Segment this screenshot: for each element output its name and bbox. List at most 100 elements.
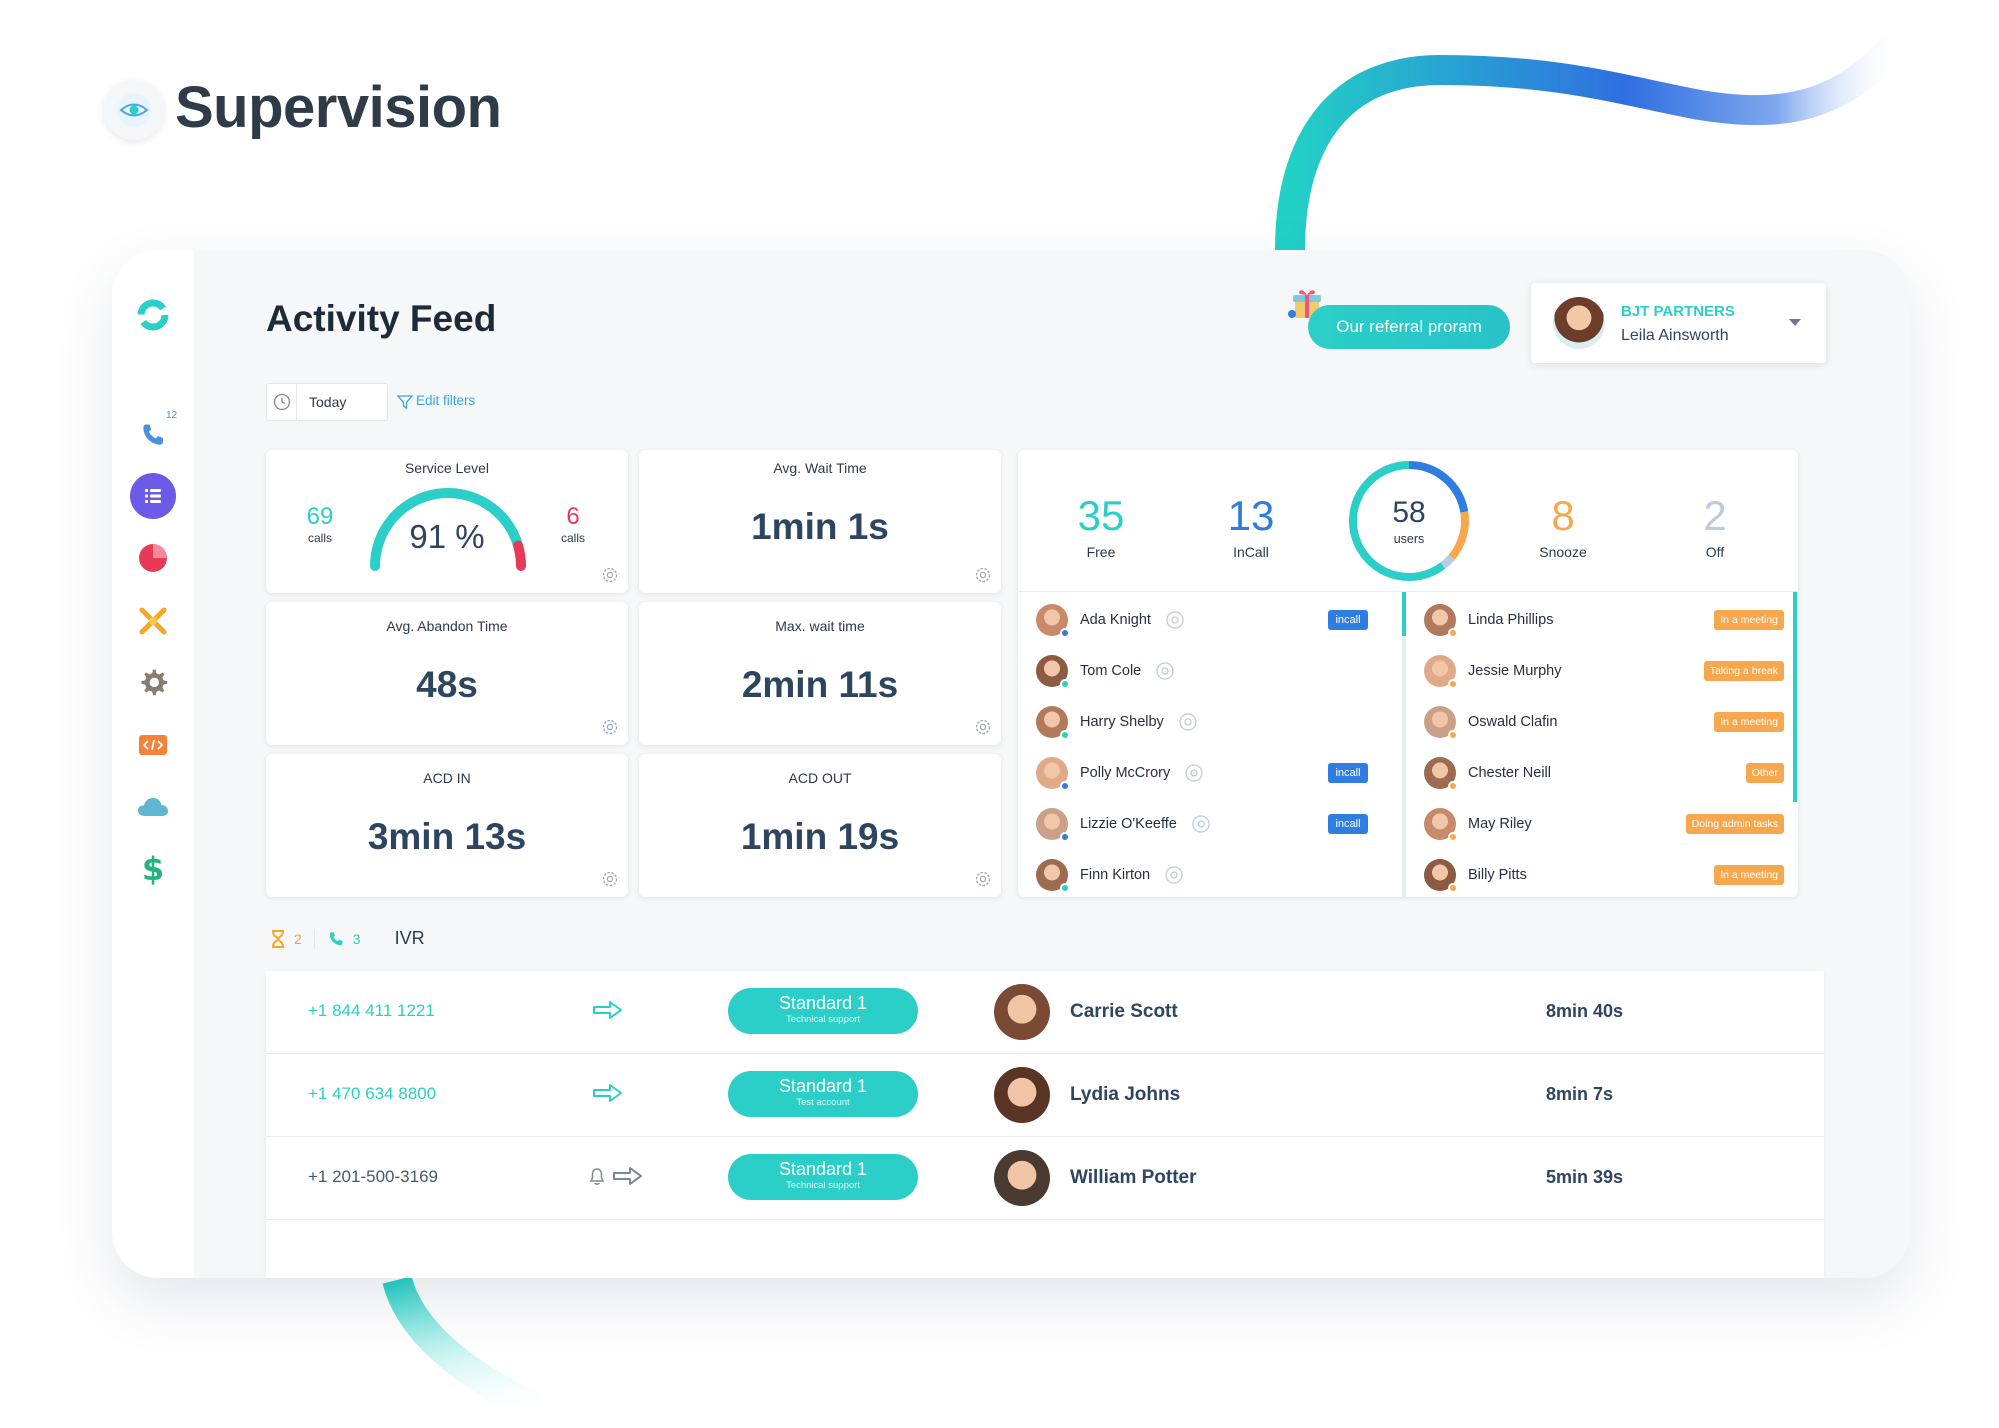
agent-avatar	[1036, 604, 1070, 638]
acd-out-card: ACD OUT 1min 19s	[639, 754, 1001, 897]
caller-phone: +1 470 634 8800	[308, 1084, 437, 1103]
settings-icon[interactable]	[130, 660, 176, 706]
account-avatar	[1553, 297, 1605, 349]
statistics-icon[interactable]	[130, 535, 176, 581]
right-scrollbar[interactable]	[1793, 592, 1797, 802]
presence-dot	[1448, 883, 1458, 893]
status-tag: In a meeting	[1714, 865, 1784, 885]
phone-call-icon	[329, 931, 343, 945]
presence-dot	[1448, 730, 1458, 740]
card-settings-icon[interactable]	[600, 565, 620, 585]
max-wait-label: Max. wait time	[775, 618, 865, 634]
presence-dot	[1448, 832, 1458, 842]
date-filter[interactable]: Today	[266, 383, 388, 421]
incall-count: 13	[1227, 492, 1275, 539]
users-panel: 35 Free 13 InCall 58 users 8 Snooze 2 Of…	[1018, 450, 1798, 897]
agent-row[interactable]: Finn Kirton	[1036, 855, 1386, 895]
agent-row[interactable]: Linda Phillips In a meeting	[1424, 600, 1784, 640]
card-settings-icon[interactable]	[973, 869, 993, 889]
acd-out-label: ACD OUT	[788, 770, 852, 786]
card-settings-icon[interactable]	[973, 565, 993, 585]
donut-segment-incall	[1408, 461, 1469, 513]
queue-name: Standard 1	[778, 1159, 868, 1179]
billing-icon[interactable]: $	[141, 850, 165, 888]
caller-avatar	[994, 1067, 1050, 1123]
left-scrollbar[interactable]	[1402, 592, 1406, 636]
chevron-down-icon[interactable]	[1789, 319, 1801, 326]
caller-phone: +1 844 411 1221	[308, 1001, 435, 1020]
ivr-label: IVR	[394, 928, 425, 948]
transfer-arrow-icon[interactable]	[592, 999, 624, 1026]
users-donut-chart	[1349, 461, 1469, 581]
agent-avatar	[1036, 757, 1070, 791]
device-icon	[1165, 610, 1185, 630]
card-settings-icon[interactable]	[600, 717, 620, 737]
agent-avatar	[1424, 757, 1458, 791]
queue-badge[interactable]: Standard 1 Technical support	[728, 988, 918, 1034]
page-title: Supervision	[175, 75, 502, 140]
phone-icon[interactable]: 12	[130, 410, 177, 458]
referral-program-button[interactable]: Our referral proram	[1308, 305, 1510, 349]
agent-row[interactable]: Lizzie O'Keeffe incall	[1036, 804, 1386, 844]
donut-segment-snooze	[1448, 511, 1469, 560]
queue-name: Standard 1	[778, 1076, 868, 1096]
presence-dot	[1060, 730, 1070, 740]
avg-abandon-card: Avg. Abandon Time 48s	[266, 602, 628, 745]
agent-name: Linda Phillips	[1468, 612, 1554, 628]
agent-name: Tom Cole	[1080, 663, 1142, 679]
answered-count: 69	[306, 503, 334, 530]
edit-filters-link[interactable]: Edit filters	[416, 393, 476, 408]
agent-row[interactable]: Tom Cole	[1036, 651, 1386, 691]
bell-icon[interactable]	[586, 1165, 608, 1192]
cloud-icon[interactable]	[130, 784, 176, 830]
transfer-arrow-icon[interactable]	[612, 1165, 644, 1192]
max-wait-value: 2min 11s	[741, 664, 899, 705]
free-count: 35	[1077, 492, 1125, 539]
integrations-icon[interactable]	[130, 598, 176, 644]
device-icon	[1178, 712, 1198, 732]
account-switcher[interactable]: BJT PARTNERS Leila Ainsworth	[1531, 283, 1826, 363]
card-settings-icon[interactable]	[600, 869, 620, 889]
main-content: Activity Feed Our referral proram BJT PA…	[194, 250, 1910, 1278]
agent-row[interactable]: Chester Neill Other	[1424, 753, 1784, 793]
avg-abandon-value: 48s	[416, 664, 478, 705]
status-tag: Doing admin tasks	[1685, 814, 1784, 834]
card-settings-icon[interactable]	[973, 717, 993, 737]
queue-name: Standard 1	[778, 993, 868, 1013]
caller-avatar	[994, 984, 1050, 1040]
logo-icon[interactable]	[130, 292, 176, 338]
answered-unit: calls	[307, 531, 332, 545]
transfer-arrow-icon[interactable]	[592, 1082, 624, 1109]
agent-row[interactable]: Jessie Murphy Taking a break	[1424, 651, 1784, 691]
filter-icon[interactable]	[396, 393, 414, 411]
total-users-label: users	[1393, 532, 1425, 546]
acd-in-card: ACD IN 3min 13s	[266, 754, 628, 897]
presence-dot	[1060, 832, 1070, 842]
wait-time: 8min 40s	[1546, 1001, 1624, 1021]
service-level-value: 91 %	[409, 518, 485, 555]
presence-dot	[1448, 628, 1458, 638]
agent-row[interactable]: Harry Shelby	[1036, 702, 1386, 742]
agent-name: Chester Neill	[1468, 765, 1551, 781]
donut-segment-off	[1440, 554, 1455, 569]
queue-row[interactable]: +1 201-500-3169 Standard 1 Technical suppo…	[266, 1137, 1824, 1220]
developer-icon[interactable]	[130, 722, 176, 768]
queue-row[interactable]: +1 844 411 1221 Standard 1 Technical suppo…	[266, 971, 1824, 1054]
status-tag: In a meeting	[1714, 610, 1784, 630]
agent-row[interactable]: Billy Pitts In a meeting	[1424, 855, 1784, 895]
off-label: Off	[1705, 544, 1725, 560]
agent-row[interactable]: Oswald Clafin In a meeting	[1424, 702, 1784, 742]
agent-name: Lydia Johns	[1070, 1084, 1181, 1105]
agent-row[interactable]: May Riley Doing admin tasks	[1424, 804, 1784, 844]
agent-avatar	[1036, 859, 1070, 893]
activity-feed-icon[interactable]	[130, 473, 176, 519]
agent-row[interactable]: Polly McCrory incall	[1036, 753, 1386, 793]
queue-badge[interactable]: Standard 1 Technical support	[728, 1154, 918, 1200]
presence-dot	[1060, 628, 1070, 638]
incall-badge: incall	[1328, 763, 1368, 783]
agent-row[interactable]: Ada Knight incall	[1036, 600, 1386, 640]
queue-row[interactable]: +1 470 634 8800 Standard 1 Test account Lyd…	[266, 1054, 1824, 1137]
snooze-label: Snooze	[1539, 544, 1587, 560]
agent-name: William Potter	[1070, 1167, 1197, 1188]
queue-badge[interactable]: Standard 1 Test account	[728, 1071, 918, 1117]
